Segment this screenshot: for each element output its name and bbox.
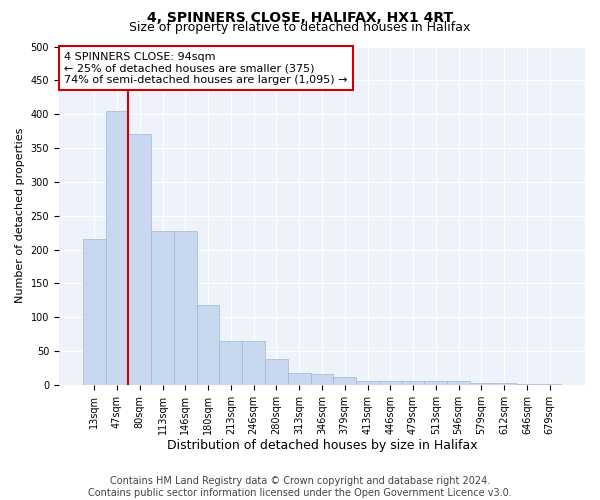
Bar	[447, 381, 470, 385]
Bar	[470, 384, 493, 385]
Bar	[401, 382, 424, 385]
Bar	[379, 381, 401, 385]
Bar	[242, 341, 265, 385]
Text: Size of property relative to detached houses in Halifax: Size of property relative to detached ho…	[130, 21, 470, 34]
Bar	[220, 341, 242, 385]
Bar	[493, 384, 515, 385]
X-axis label: Distribution of detached houses by size in Halifax: Distribution of detached houses by size …	[167, 440, 477, 452]
Bar	[174, 230, 197, 385]
Bar	[106, 111, 128, 385]
Text: 4 SPINNERS CLOSE: 94sqm
← 25% of detached houses are smaller (375)
74% of semi-d: 4 SPINNERS CLOSE: 94sqm ← 25% of detache…	[64, 52, 347, 85]
Bar	[538, 384, 561, 385]
Bar	[197, 305, 220, 385]
Bar	[288, 372, 311, 385]
Bar	[83, 240, 106, 385]
Bar	[334, 376, 356, 385]
Bar	[515, 384, 538, 385]
Text: Contains HM Land Registry data © Crown copyright and database right 2024.
Contai: Contains HM Land Registry data © Crown c…	[88, 476, 512, 498]
Bar	[356, 381, 379, 385]
Bar	[424, 382, 447, 385]
Bar	[128, 134, 151, 385]
Y-axis label: Number of detached properties: Number of detached properties	[15, 128, 25, 304]
Bar	[151, 230, 174, 385]
Text: 4, SPINNERS CLOSE, HALIFAX, HX1 4RT: 4, SPINNERS CLOSE, HALIFAX, HX1 4RT	[147, 11, 453, 25]
Bar	[265, 359, 288, 385]
Bar	[311, 374, 334, 385]
